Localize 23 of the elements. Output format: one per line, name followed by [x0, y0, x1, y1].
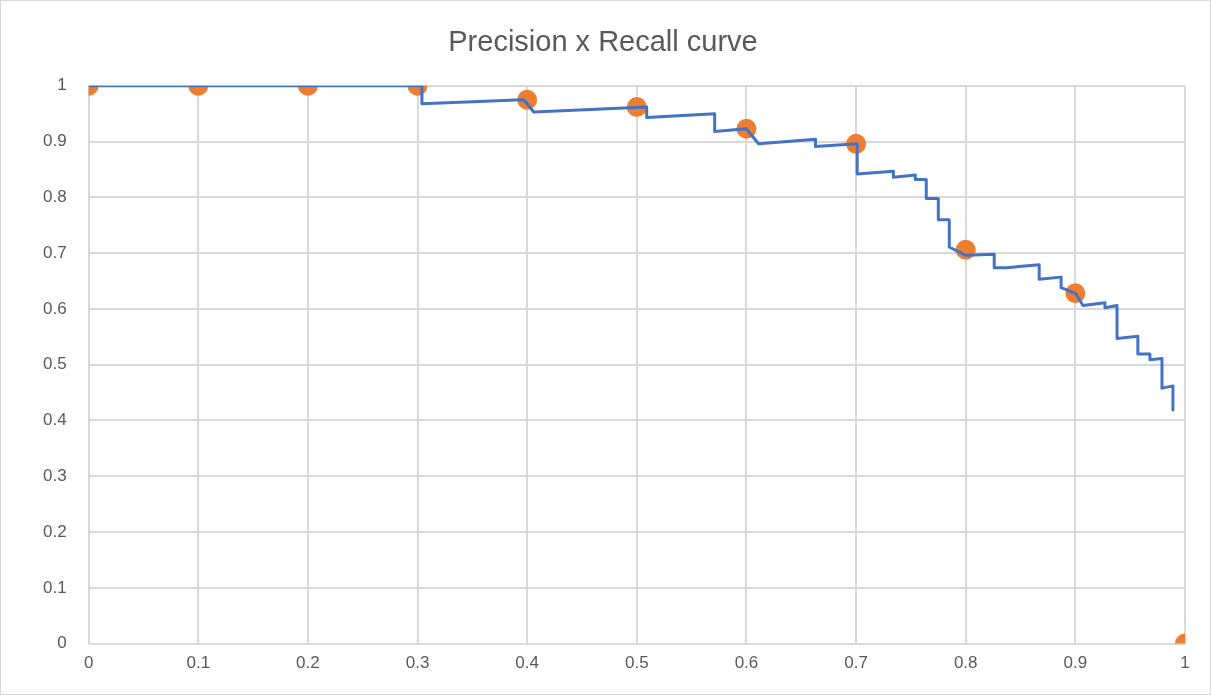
y-tick-label: 0.7	[42, 242, 67, 262]
y-tick-label: 0.1	[42, 577, 67, 597]
x-tick-label: 0.7	[844, 653, 868, 673]
x-tick-label: 0.3	[405, 653, 430, 673]
y-tick-label: 0.3	[42, 465, 67, 485]
x-tick-label: 0.1	[186, 653, 211, 673]
x-tick-label: 0.2	[296, 653, 320, 673]
y-tick-label: 0.5	[42, 354, 67, 374]
x-tick-label: 0.5	[625, 653, 649, 673]
x-tick-label: 0.9	[1063, 653, 1088, 673]
y-tick-label: 0	[57, 633, 67, 653]
x-tick-label: 0.8	[953, 653, 978, 673]
y-tick-label: 0.9	[42, 131, 67, 151]
y-tick-label: 0.4	[42, 410, 67, 430]
y-tick-label: 1	[57, 75, 67, 95]
y-tick-label: 0.8	[42, 187, 67, 207]
y-tick-label: 0.6	[42, 298, 67, 318]
x-tick-label: 1	[1180, 653, 1190, 673]
x-tick-label: 0.4	[515, 653, 539, 673]
x-tick-label: 0	[83, 653, 94, 673]
x-tick-label: 0.6	[734, 653, 759, 673]
y-tick-label: 0.2	[42, 521, 67, 541]
chart-title: Precision x Recall curve	[448, 25, 758, 58]
